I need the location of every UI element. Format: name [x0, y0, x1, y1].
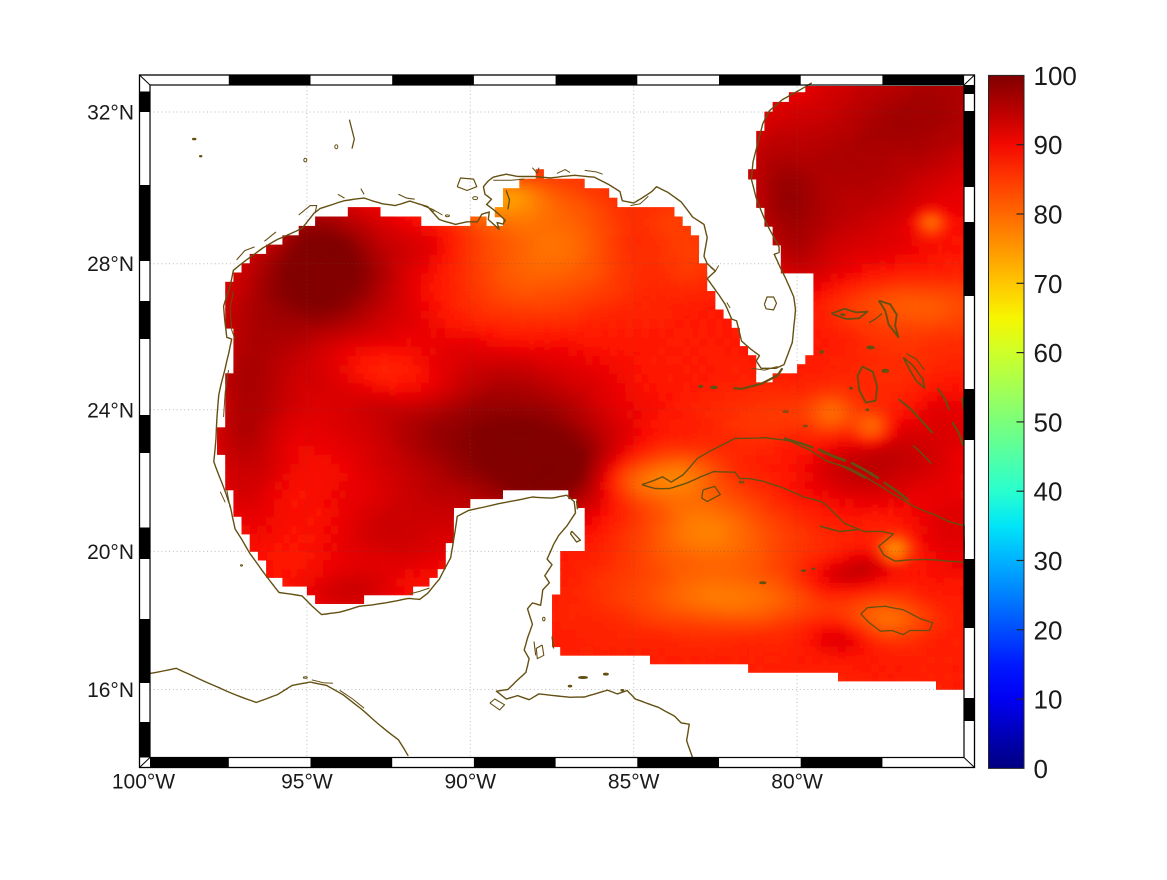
svg-text:90°W: 90°W — [445, 771, 497, 794]
svg-text:24°N: 24°N — [87, 399, 134, 422]
svg-text:16°N: 16°N — [87, 679, 134, 702]
svg-text:20: 20 — [1034, 615, 1063, 645]
svg-text:40: 40 — [1034, 477, 1063, 507]
svg-text:32°N: 32°N — [87, 102, 134, 125]
svg-text:100°W: 100°W — [112, 771, 175, 794]
svg-text:60: 60 — [1034, 338, 1063, 368]
svg-text:70: 70 — [1034, 269, 1063, 299]
svg-text:95°W: 95°W — [281, 771, 333, 794]
svg-text:100: 100 — [1034, 61, 1077, 91]
svg-text:28°N: 28°N — [87, 253, 134, 276]
svg-text:10: 10 — [1034, 685, 1063, 715]
svg-text:80°W: 80°W — [771, 771, 823, 794]
svg-text:30: 30 — [1034, 546, 1063, 576]
svg-text:80: 80 — [1034, 200, 1063, 230]
svg-text:90: 90 — [1034, 130, 1063, 160]
svg-text:85°W: 85°W — [608, 771, 660, 794]
svg-text:50: 50 — [1034, 407, 1063, 437]
svg-text:20°N: 20°N — [87, 541, 134, 564]
svg-text:0: 0 — [1034, 754, 1048, 784]
